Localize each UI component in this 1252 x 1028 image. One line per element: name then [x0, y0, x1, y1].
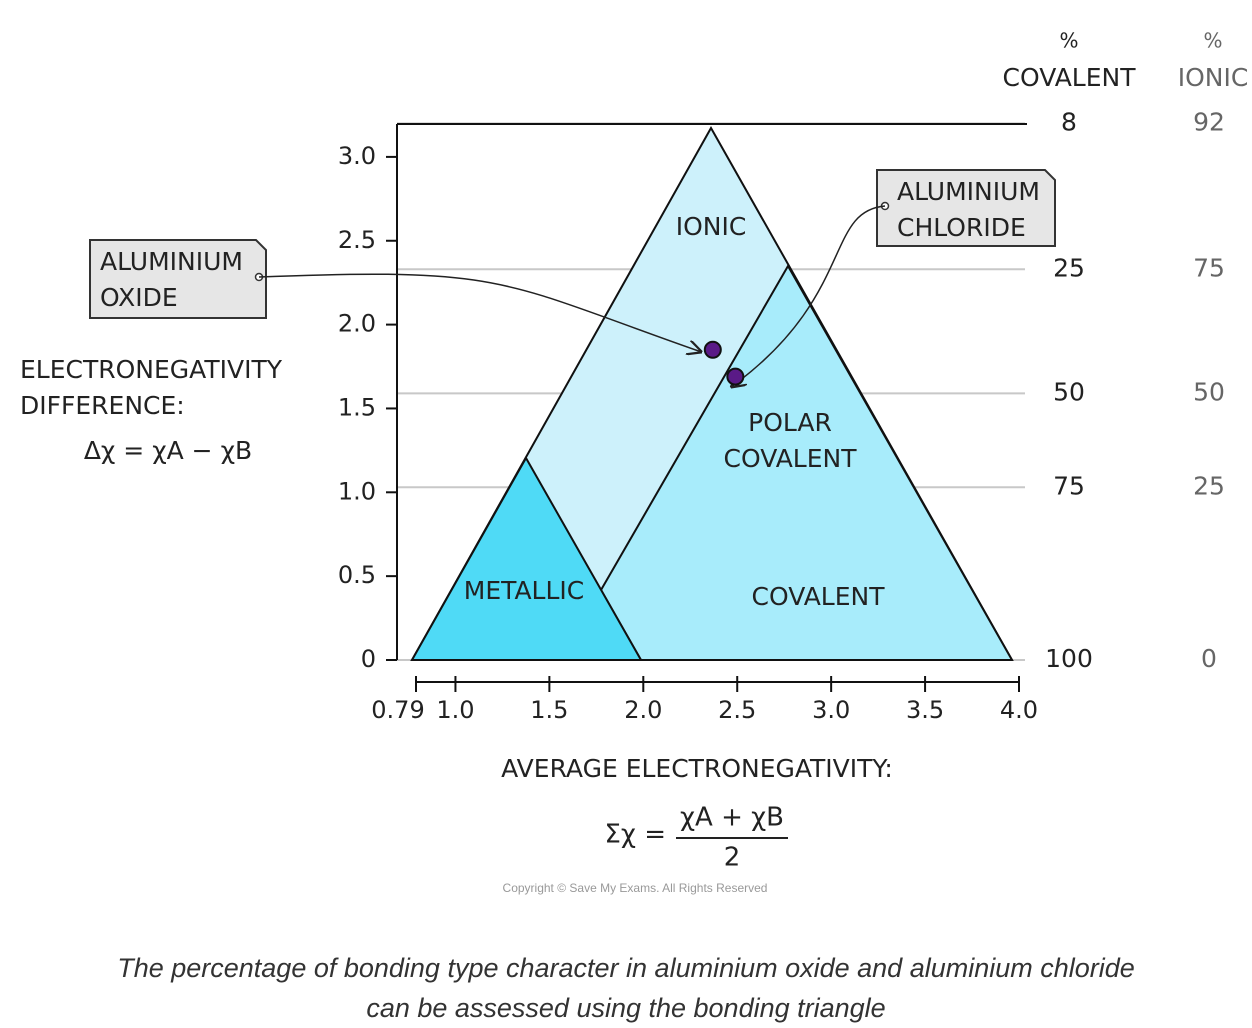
region-label: POLAR: [748, 408, 832, 437]
x-axis-label: AVERAGE ELECTRONEGATIVITY:: [501, 754, 893, 783]
x-tick-label: 3.0: [812, 696, 850, 724]
ionic-percent: 92: [1193, 107, 1225, 136]
point-label: ALUMINIUM: [897, 177, 1040, 206]
region-label: COVALENT: [752, 582, 886, 611]
x-formula: χA + χB: [680, 803, 784, 833]
x-tick-label: 2.5: [718, 696, 756, 724]
x-tick-label: 1.5: [530, 696, 568, 724]
region-label: IONIC: [676, 212, 747, 241]
point: [703, 340, 722, 359]
ionic-percent: 75: [1193, 253, 1225, 282]
x-formula: Σχ =: [605, 820, 667, 850]
y-axis-label: ELECTRONEGATIVITY: [20, 355, 283, 384]
point-label: CHLORIDE: [897, 213, 1026, 242]
x-tick-label: 1.0: [436, 696, 474, 724]
region-label: COVALENT: [724, 444, 858, 473]
arrow: [732, 205, 886, 387]
point-label: ALUMINIUM: [100, 247, 243, 276]
y-tick-label: 1.0: [338, 477, 376, 505]
x-formula: 2: [724, 843, 741, 873]
x-tick-label: 2.0: [624, 696, 662, 724]
y-tick-label: 3.0: [338, 142, 376, 170]
arrow: [258, 273, 701, 352]
y-tick-label: 2.0: [338, 310, 376, 338]
point-label: OXIDE: [100, 283, 178, 312]
x-tick-label: 3.5: [906, 696, 944, 724]
covalent-percent: 75: [1053, 471, 1085, 500]
y-axis-label: DIFFERENCE:: [20, 391, 185, 420]
y-tick-label: 0: [361, 645, 376, 673]
copyright: Copyright © Save My Exams. All Rights Re…: [503, 881, 768, 895]
label-box: [876, 169, 1056, 247]
ionic-percent: 0: [1201, 644, 1217, 673]
header: COVALENT: [1003, 63, 1137, 92]
caption: The percentage of bonding type character…: [117, 953, 1135, 983]
header: %: [1059, 29, 1078, 53]
ionic-percent: 25: [1193, 471, 1225, 500]
x-tick-label: 0.79: [371, 696, 424, 724]
covalent-percent: 50: [1053, 377, 1085, 406]
covalent-percent: 100: [1045, 644, 1093, 673]
y-formula: Δχ = χA − χB: [84, 436, 252, 465]
caption: can be assessed using the bonding triang…: [366, 993, 885, 1023]
ionic-percent: 50: [1193, 377, 1225, 406]
y-tick-label: 1.5: [338, 393, 376, 421]
covalent-percent: 8: [1061, 107, 1077, 136]
point: [726, 367, 745, 386]
y-tick-label: 0.5: [338, 561, 376, 589]
header: IONIC: [1178, 63, 1249, 92]
y-tick-label: 2.5: [338, 226, 376, 254]
x-tick-label: 4.0: [1000, 696, 1038, 724]
metallic-region: [410, 455, 643, 661]
label-box: [89, 239, 267, 319]
region-label: METALLIC: [464, 576, 584, 605]
header: %: [1203, 29, 1222, 53]
covalent-percent: 25: [1053, 253, 1085, 282]
